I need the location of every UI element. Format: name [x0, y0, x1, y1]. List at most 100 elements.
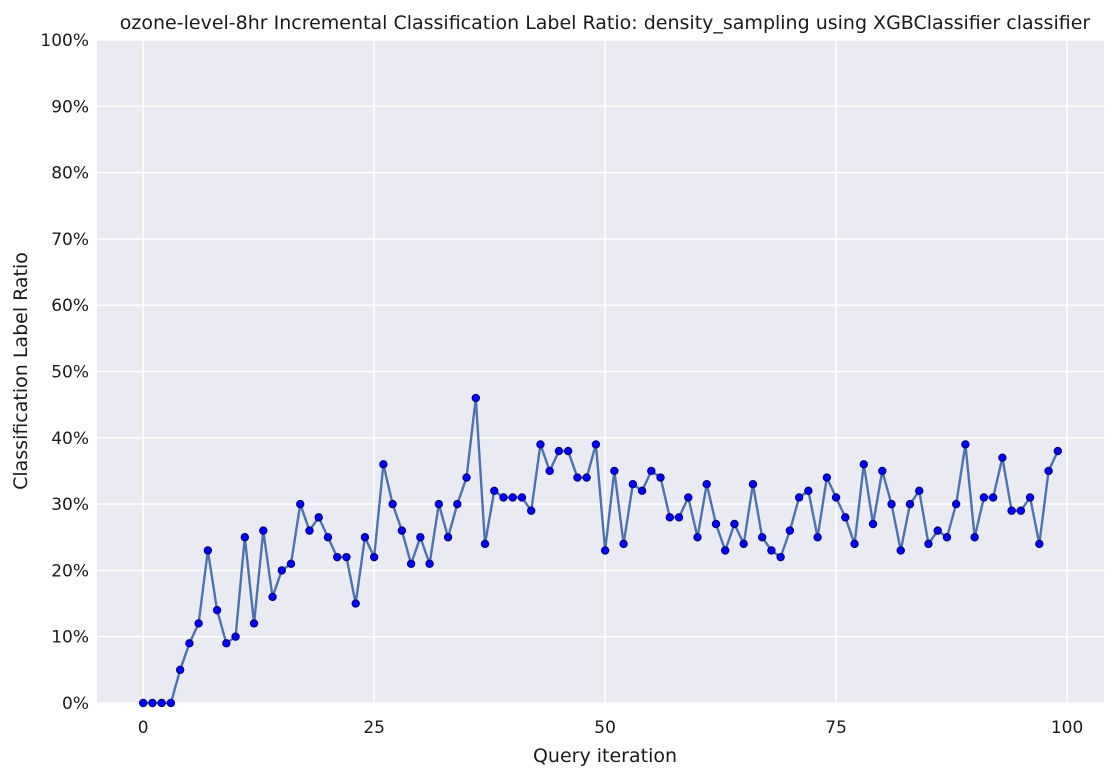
- y-tick-label: 100%: [40, 31, 89, 51]
- data-point: [942, 533, 952, 542]
- data-point: [212, 605, 222, 615]
- data-point: [351, 599, 360, 608]
- data-point: [203, 546, 213, 555]
- data-point: [933, 526, 942, 535]
- data-point: [323, 533, 333, 542]
- data-point: [693, 533, 702, 542]
- y-tick-label: 30%: [51, 495, 89, 515]
- data-point: [536, 440, 545, 449]
- data-point: [434, 499, 444, 509]
- data-point: [822, 473, 832, 482]
- chart-title: ozone-level-8hr Incremental Classificati…: [120, 12, 1091, 34]
- data-point: [1007, 506, 1016, 515]
- data-point: [240, 533, 250, 542]
- data-point: [637, 486, 647, 496]
- data-point: [979, 493, 989, 502]
- data-point: [600, 546, 610, 555]
- x-tick-label: 0: [138, 718, 149, 738]
- data-point: [702, 480, 711, 489]
- data-point: [841, 513, 850, 522]
- data-point: [462, 473, 471, 482]
- data-point: [471, 393, 480, 403]
- y-tick-label: 10%: [51, 628, 89, 648]
- data-point: [1025, 493, 1035, 502]
- data-point: [342, 552, 351, 562]
- data-point: [776, 552, 785, 562]
- grid: [97, 39, 1104, 704]
- data-point: [785, 526, 795, 535]
- data-point: [545, 466, 554, 476]
- data-point: [286, 559, 296, 568]
- data-point: [721, 546, 730, 555]
- y-tick-label: 50%: [51, 363, 89, 383]
- data-point: [388, 499, 397, 509]
- data-point: [674, 513, 684, 522]
- data-point: [499, 493, 508, 502]
- data-point: [831, 493, 841, 502]
- data-point: [397, 526, 407, 535]
- y-tick-label: 90%: [51, 97, 89, 117]
- data-point: [425, 559, 434, 568]
- data-point: [591, 440, 601, 449]
- data-point: [739, 539, 748, 549]
- data-point: [166, 698, 176, 708]
- data-point: [1053, 446, 1063, 456]
- data-point: [231, 632, 240, 641]
- data-point: [527, 506, 536, 515]
- data-point: [896, 546, 905, 555]
- data-point: [259, 526, 268, 535]
- data-point: [915, 486, 924, 496]
- data-point: [924, 539, 933, 549]
- data-point: [647, 466, 656, 476]
- data-point: [416, 533, 425, 542]
- data-point: [859, 460, 868, 469]
- data-point: [767, 546, 776, 555]
- data-point: [804, 486, 813, 496]
- data-point: [443, 533, 453, 542]
- y-tick-label: 20%: [51, 561, 89, 581]
- y-tick-label: 70%: [51, 230, 89, 250]
- x-tick-label: 25: [363, 718, 385, 738]
- data-point: [369, 552, 379, 562]
- data-point: [268, 592, 277, 602]
- data-point: [748, 480, 758, 489]
- data-point: [277, 566, 286, 575]
- x-tick-label: 100: [1051, 718, 1083, 738]
- data-point: [656, 473, 665, 482]
- data-point: [711, 519, 721, 529]
- data-point: [185, 639, 194, 648]
- data-point: [222, 639, 231, 648]
- data-point: [480, 539, 490, 549]
- data-point: [850, 539, 859, 549]
- data-point: [157, 698, 166, 708]
- data-point: [573, 473, 582, 482]
- y-tick-label: 80%: [51, 164, 89, 184]
- data-point: [175, 665, 185, 675]
- data-point: [887, 499, 896, 509]
- data-point: [665, 513, 674, 522]
- data-point: [148, 698, 157, 708]
- x-tick-label: 75: [825, 718, 847, 738]
- data-point: [868, 519, 878, 529]
- data-point: [379, 460, 388, 469]
- data-point: [905, 499, 915, 509]
- data-point: [794, 493, 804, 502]
- data-point: [194, 619, 203, 628]
- data-point: [563, 446, 573, 456]
- data-point: [970, 533, 979, 542]
- data-point: [961, 440, 970, 449]
- data-point: [813, 533, 822, 542]
- data-point: [619, 539, 628, 549]
- y-tick-label: 60%: [51, 296, 89, 316]
- data-point: [508, 493, 517, 502]
- data-point: [628, 480, 638, 489]
- y-axis-label: Classification Label Ratio: [10, 252, 32, 490]
- data-point: [582, 473, 591, 482]
- data-point: [296, 499, 305, 509]
- data-point: [360, 533, 370, 542]
- data-point: [138, 698, 148, 708]
- tick-labels: 0 25 50 75 100 0% 10% 20% 30% 40% 50% 60% 70% 80% 90% 1…: [40, 31, 1083, 738]
- data-point: [988, 493, 998, 502]
- data-point: [305, 526, 314, 535]
